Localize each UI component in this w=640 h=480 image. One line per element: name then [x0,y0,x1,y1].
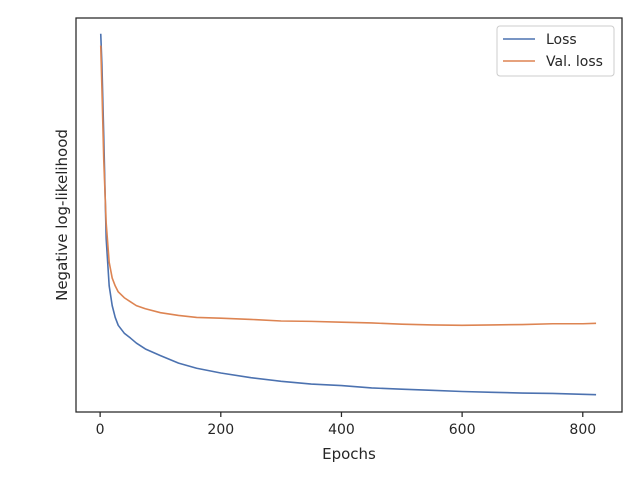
x-ticks: 0 200 400 600 800 [96,412,596,438]
legend: Loss Val. loss [496,25,615,77]
x-axis-label: Epochs [322,445,376,463]
x-tick-label-800: 800 [569,422,596,438]
legend-label-val-loss: Val. loss [546,54,603,70]
x-tick-label-0: 0 [96,422,105,438]
x-tick-label-400: 400 [328,422,355,438]
x-tick-label-600: 600 [449,422,476,438]
y-axis-label: Negative log-likelihood [53,129,71,301]
axes-frame [75,17,623,413]
series-layer [99,33,597,396]
series-line-val-loss [99,45,597,327]
x-tick-label-200: 200 [207,422,234,438]
plot-area: 0 200 400 600 800 [75,17,623,438]
series-line-loss [99,33,597,396]
legend-label-loss: Loss [546,32,577,48]
